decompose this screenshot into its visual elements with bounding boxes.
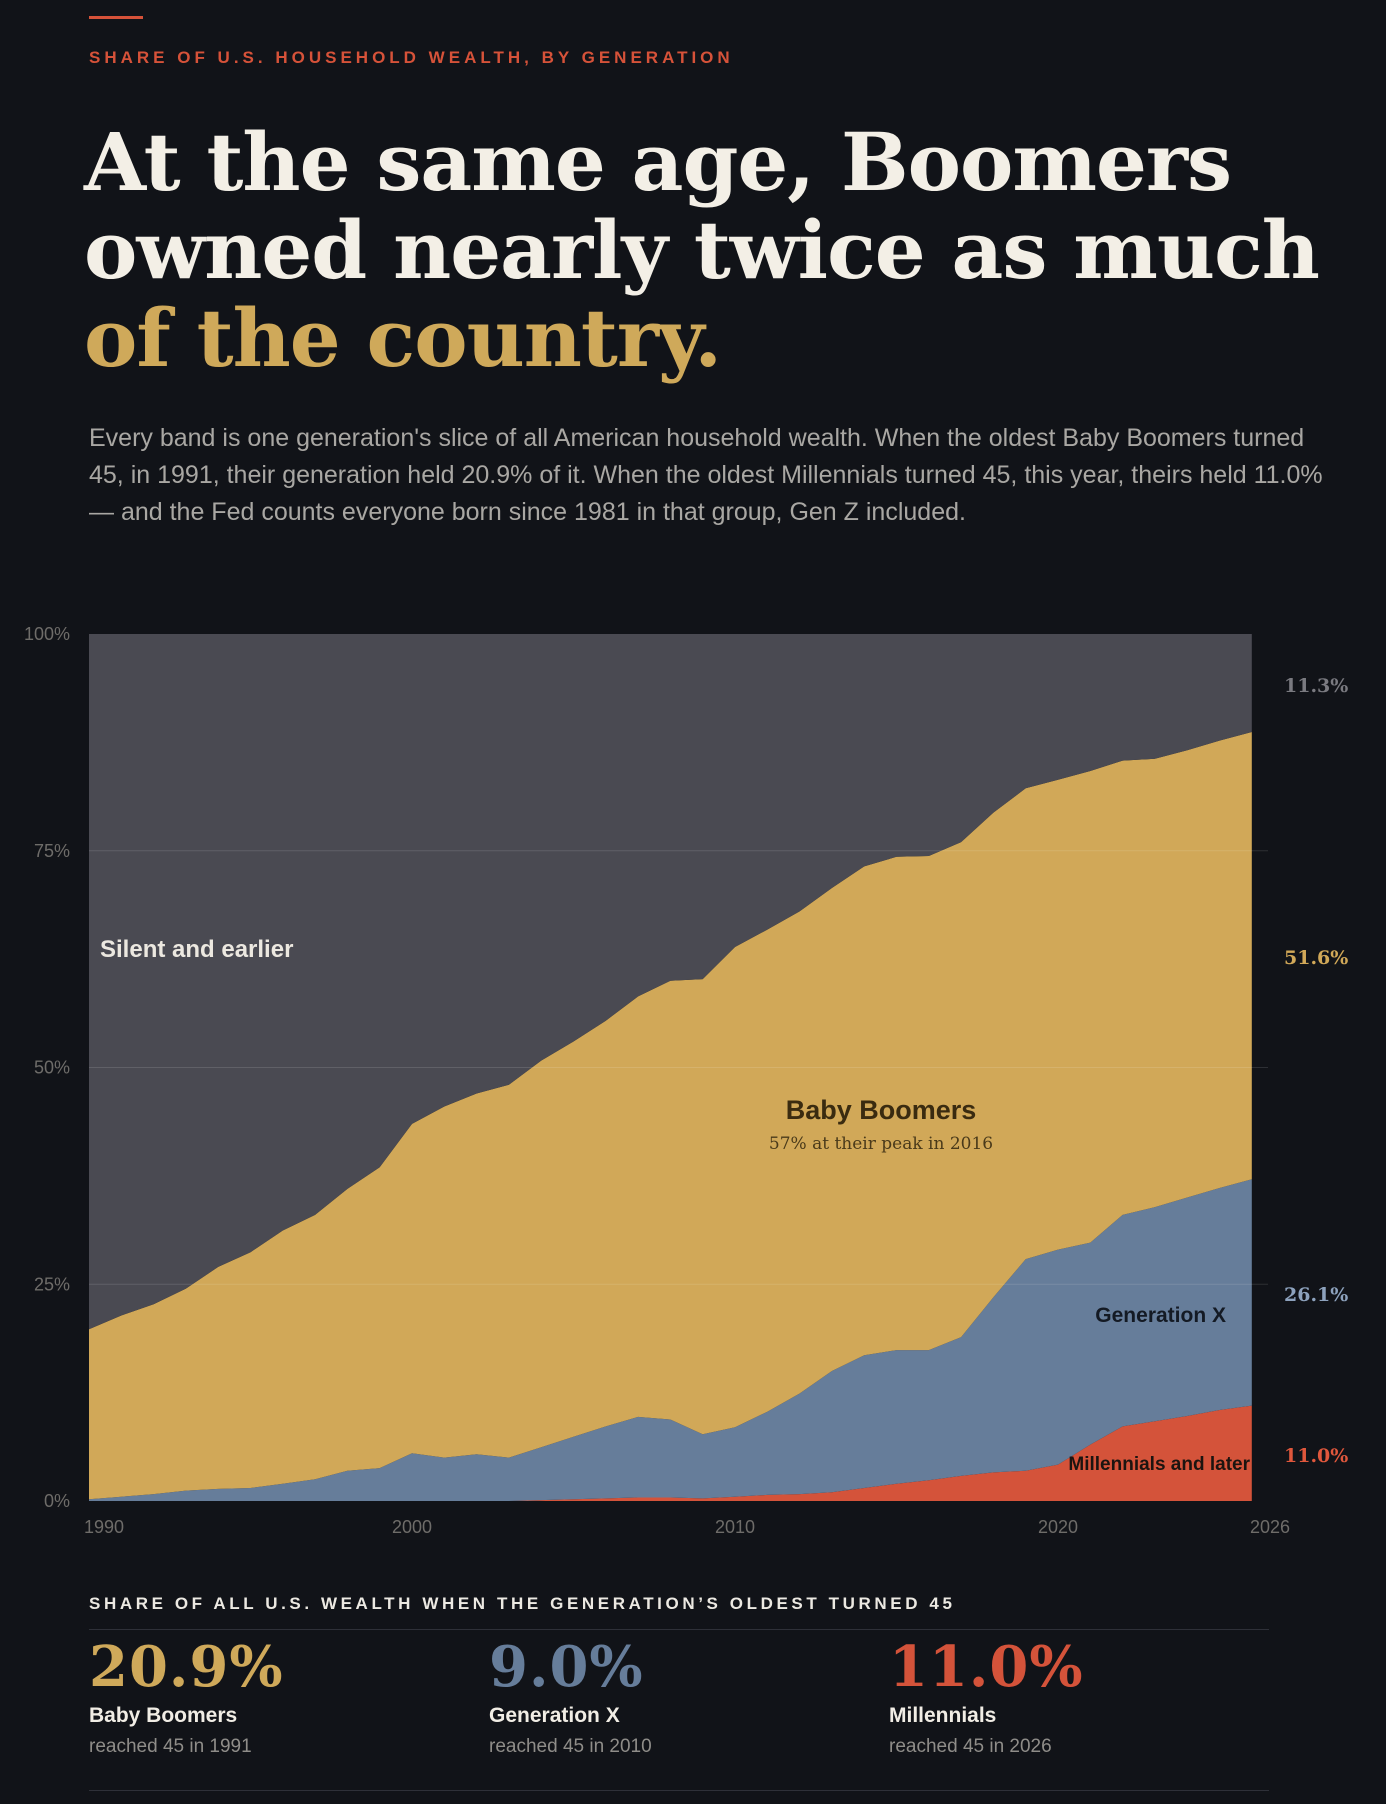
plot-area bbox=[89, 634, 1252, 1501]
y-tick-label: 25% bbox=[34, 1274, 70, 1294]
end-label-genx: 26.1% bbox=[1284, 1284, 1348, 1306]
headline-accent: of the country. bbox=[84, 291, 722, 385]
band-label-genx: Generation X bbox=[1095, 1304, 1226, 1327]
stacked-area-chart: 0% 25% 50% 75% 100% 1990 2000 2010 2020 2026 Sil… bbox=[24, 624, 1348, 1537]
end-labels: 11.3% 51.6% 26.1% 11.0% bbox=[1284, 675, 1348, 1467]
grid-lines bbox=[89, 850, 1268, 1285]
end-label-boomers: 51.6% bbox=[1284, 947, 1348, 969]
area-silent-and-earlier bbox=[89, 634, 1252, 1330]
y-axis: 0% 25% 50% 75% 100% bbox=[24, 624, 70, 1511]
x-tick-label: 1990 bbox=[84, 1517, 124, 1537]
stat-sub: reached 45 in 2026 bbox=[889, 1736, 1052, 1757]
y-tick-label: 75% bbox=[34, 841, 70, 861]
headline-line-2: owned nearly twice as much bbox=[84, 203, 1320, 297]
headline-line-1: At the same age, Boomers bbox=[84, 115, 1232, 209]
accent-rule bbox=[89, 16, 143, 19]
area-baby-boomers bbox=[89, 732, 1252, 1500]
x-axis: 1990 2000 2010 2020 2026 bbox=[84, 1517, 1290, 1537]
area-millennials-and-later bbox=[89, 1405, 1252, 1501]
stat-name: Baby Boomers bbox=[89, 1704, 238, 1727]
y-tick-label: 50% bbox=[34, 1058, 70, 1078]
stat-sub: reached 45 in 1991 bbox=[89, 1736, 252, 1757]
band-label-millennials: Millennials and later bbox=[1068, 1454, 1250, 1475]
x-tick-label: 2000 bbox=[392, 1517, 432, 1537]
x-tick-label: 2020 bbox=[1038, 1517, 1078, 1537]
stat-boomers: 20.9% Baby Boomers reached 45 in 1991 bbox=[89, 1632, 469, 1760]
stat-name: Millennials bbox=[889, 1704, 997, 1727]
eyebrow-label: SHARE OF U.S. HOUSEHOLD WEALTH, BY GENER… bbox=[89, 48, 734, 67]
end-label-silent: 11.3% bbox=[1284, 675, 1348, 697]
lede-paragraph: Every band is one generation's slice of … bbox=[89, 424, 1323, 526]
stat-millennials: 11.0% Millennials reached 45 in 2026 bbox=[889, 1632, 1269, 1760]
stat-value: 20.9% bbox=[89, 1634, 284, 1700]
stat-sub: reached 45 in 2010 bbox=[489, 1736, 652, 1757]
stats-heading: SHARE OF ALL U.S. WEALTH WHEN THE GENERA… bbox=[89, 1594, 956, 1613]
x-tick-label: 2010 bbox=[715, 1517, 755, 1537]
band-label-silent: Silent and earlier bbox=[100, 936, 293, 963]
stat-value: 9.0% bbox=[489, 1634, 644, 1700]
stat-genx: 9.0% Generation X reached 45 in 2010 bbox=[489, 1632, 869, 1760]
x-tick-label: 2026 bbox=[1250, 1517, 1290, 1537]
stat-value: 11.0% bbox=[889, 1634, 1084, 1700]
y-tick-label: 100% bbox=[24, 624, 70, 644]
end-label-millennials: 11.0% bbox=[1284, 1445, 1348, 1467]
area-generation-x bbox=[89, 1179, 1252, 1501]
stat-name: Generation X bbox=[489, 1704, 620, 1727]
headline: At the same age, Boomers owned nearly tw… bbox=[84, 118, 1324, 382]
y-tick-label: 0% bbox=[44, 1491, 70, 1511]
stats-bottom-divider bbox=[89, 1790, 1269, 1791]
stats-divider bbox=[89, 1629, 1269, 1630]
band-label-boomers: Baby Boomers bbox=[786, 1095, 977, 1125]
band-labels: Silent and earlier Baby Boomers 57% at t… bbox=[100, 936, 1251, 1475]
band-label-boomers-note: 57% at their peak in 2016 bbox=[769, 1134, 993, 1154]
